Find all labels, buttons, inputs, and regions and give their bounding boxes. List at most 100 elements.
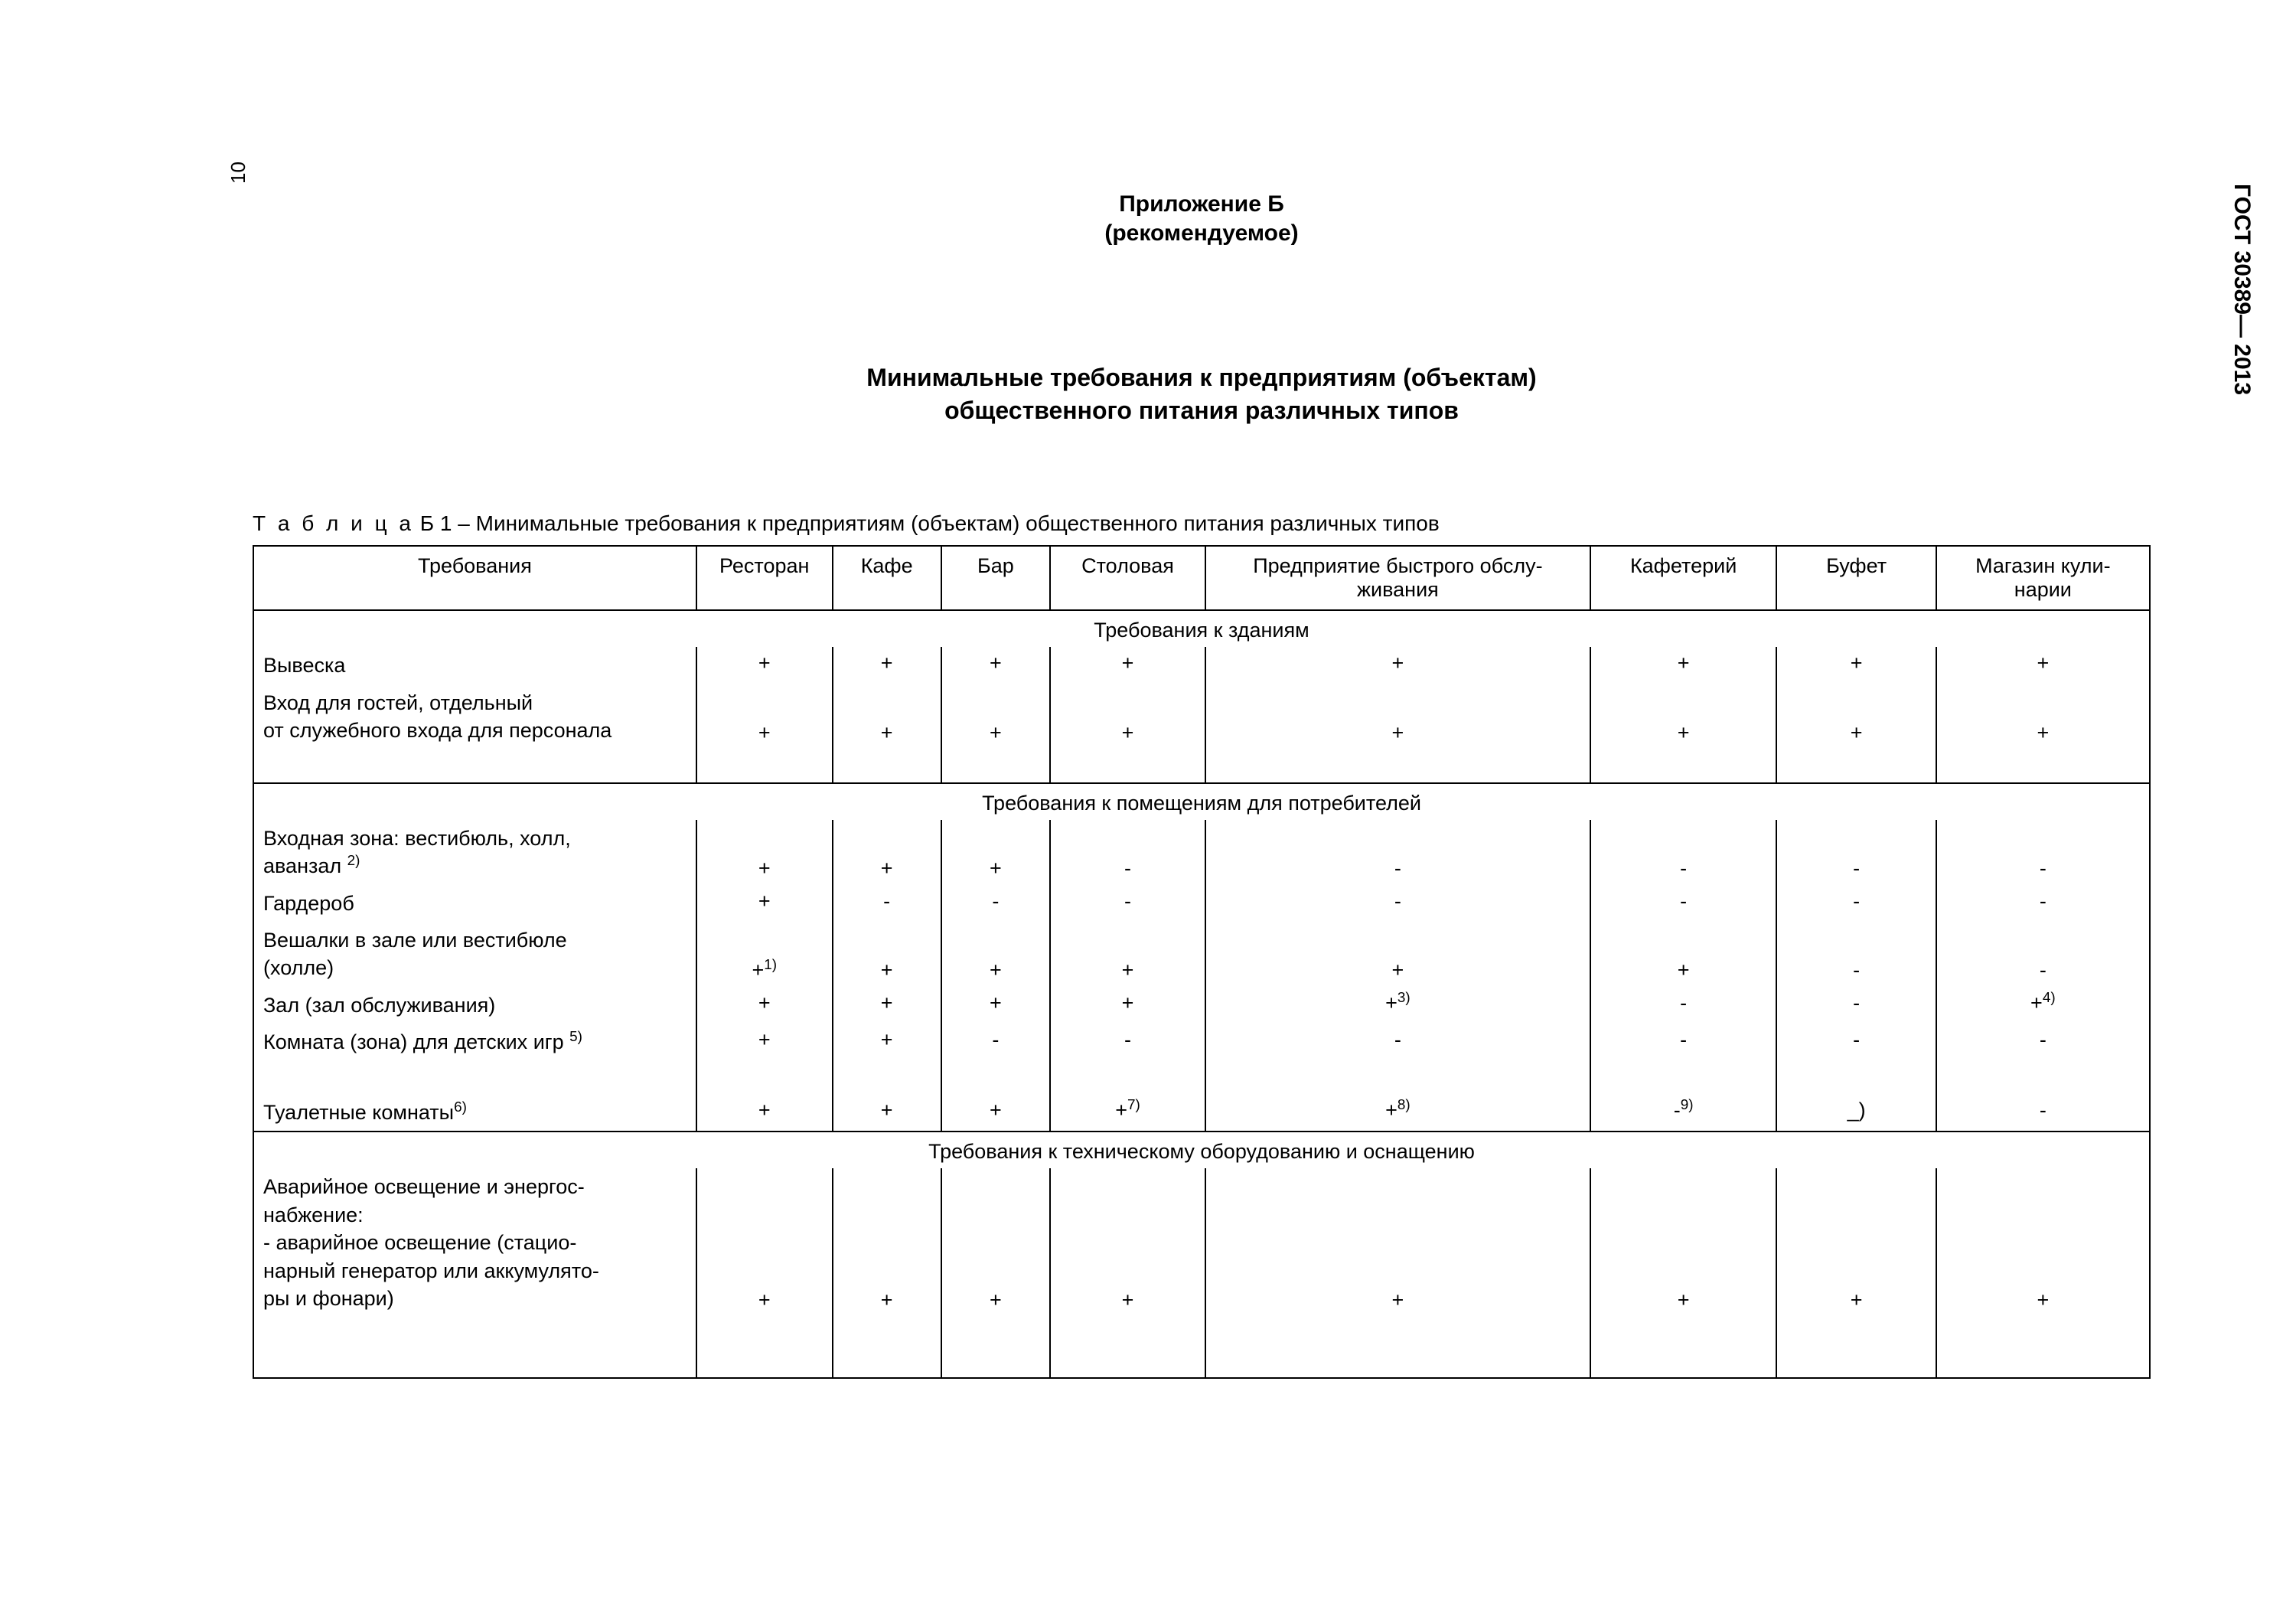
section-title-row: Требования к техническому оборудованию и… bbox=[253, 1132, 2150, 1168]
annex-title: Приложение Б bbox=[253, 191, 2151, 217]
col-header-bar: Бар bbox=[941, 546, 1050, 610]
col-header-cafeteria: Кафетерий bbox=[1590, 546, 1777, 610]
table-cell: + bbox=[941, 820, 1050, 885]
table-cell: - bbox=[1936, 885, 2150, 922]
table-cell: + bbox=[1936, 684, 2150, 749]
table-cell: + bbox=[1205, 1168, 1590, 1317]
spacer-cell bbox=[1050, 749, 1205, 783]
spacer-cell bbox=[696, 1317, 833, 1378]
spacer-cell bbox=[253, 1317, 696, 1378]
table-cell: - bbox=[1776, 885, 1936, 922]
main-title: Минимальные требования к предприятиям (о… bbox=[253, 361, 2151, 427]
table-cell: - bbox=[1050, 820, 1205, 885]
table-cell: - bbox=[1050, 885, 1205, 922]
table-cell: + bbox=[1776, 647, 1936, 684]
table-cell: + bbox=[833, 820, 941, 885]
table-cell: + bbox=[833, 1168, 941, 1317]
requirement-label: Комната (зона) для детских игр 5) bbox=[253, 1024, 696, 1060]
table-cell: + bbox=[696, 1024, 833, 1060]
table-caption-rest: Б 1 – Минимальные требования к предприят… bbox=[414, 511, 1440, 535]
section-title-row: Требования к зданиям bbox=[253, 610, 2150, 647]
spacer-cell bbox=[1590, 749, 1777, 783]
table-cell: + bbox=[696, 684, 833, 749]
table-row: Гардероб+------- bbox=[253, 885, 2150, 922]
requirement-label: Туалетные комнаты6) bbox=[253, 1094, 696, 1132]
section-title: Требования к техническому оборудованию и… bbox=[253, 1132, 2150, 1168]
spacer-row bbox=[253, 1061, 2150, 1094]
table-cell: + bbox=[696, 987, 833, 1024]
table-cell: + bbox=[833, 647, 941, 684]
col-header-shop: Магазин кули-нарии bbox=[1936, 546, 2150, 610]
table-cell: +4) bbox=[1936, 987, 2150, 1024]
spacer-cell bbox=[1936, 749, 2150, 783]
table-cell: + bbox=[1590, 684, 1777, 749]
table-cell: - bbox=[1776, 820, 1936, 885]
spacer-cell bbox=[1205, 1317, 1590, 1378]
table-row: Вывеска++++++++ bbox=[253, 647, 2150, 684]
section-title: Требования к помещениям для потребителей bbox=[253, 783, 2150, 820]
table-row: Вешалки в зале или вестибюле(холле)+1)++… bbox=[253, 922, 2150, 987]
table-cell: + bbox=[941, 684, 1050, 749]
page-content: Приложение Б (рекомендуемое) Минимальные… bbox=[253, 191, 2151, 1379]
spacer-cell bbox=[833, 1061, 941, 1094]
table-cell: - bbox=[1776, 922, 1936, 987]
table-cell: + bbox=[1590, 1168, 1777, 1317]
table-cell: +7) bbox=[1050, 1094, 1205, 1132]
spacer-cell bbox=[1776, 1317, 1936, 1378]
requirements-table: Требования Ресторан Кафе Бар Столовая Пр… bbox=[253, 545, 2151, 1379]
table-cell: - bbox=[1776, 987, 1936, 1024]
table-cell: - bbox=[1590, 1024, 1777, 1060]
spacer-row bbox=[253, 1317, 2150, 1378]
table-cell: - bbox=[941, 1024, 1050, 1060]
table-cell: + bbox=[1050, 922, 1205, 987]
table-cell: _) bbox=[1776, 1094, 1936, 1132]
table-row: Зал (зал обслуживания)+++++3)--+4) bbox=[253, 987, 2150, 1024]
table-cell: + bbox=[1590, 922, 1777, 987]
table-row: Вход для гостей, отдельныйот служебного … bbox=[253, 684, 2150, 749]
table-cell: + bbox=[941, 987, 1050, 1024]
table-cell: +3) bbox=[1205, 987, 1590, 1024]
spacer-cell bbox=[833, 749, 941, 783]
col-header-restaurant: Ресторан bbox=[696, 546, 833, 610]
table-row: Аварийное освещение и энергос-набжение: … bbox=[253, 1168, 2150, 1317]
table-caption-prefix: Т а б л и ц а bbox=[253, 511, 414, 535]
table-cell: - bbox=[1590, 987, 1777, 1024]
table-cell: + bbox=[1050, 684, 1205, 749]
requirement-label: Входная зона: вестибюль, холл,аванзал 2) bbox=[253, 820, 696, 885]
col-header-bufet: Буфет bbox=[1776, 546, 1936, 610]
table-cell: + bbox=[696, 1168, 833, 1317]
spacer-cell bbox=[1205, 749, 1590, 783]
table-cell: - bbox=[1936, 922, 2150, 987]
main-title-line2: общественного питания различных типов bbox=[944, 397, 1459, 424]
table-cell: + bbox=[696, 885, 833, 922]
col-header-fastfood: Предприятие быстрого обслу-живания bbox=[1205, 546, 1590, 610]
spacer-cell bbox=[1776, 749, 1936, 783]
page-number: 10 bbox=[227, 162, 250, 184]
table-cell: - bbox=[1936, 1024, 2150, 1060]
table-cell: + bbox=[941, 1094, 1050, 1132]
spacer-row bbox=[253, 749, 2150, 783]
spacer-cell bbox=[941, 1317, 1050, 1378]
table-cell: + bbox=[1776, 684, 1936, 749]
table-cell: - bbox=[1050, 1024, 1205, 1060]
table-cell: - bbox=[1590, 885, 1777, 922]
table-cell: +1) bbox=[696, 922, 833, 987]
table-cell: + bbox=[833, 987, 941, 1024]
table-cell: + bbox=[941, 1168, 1050, 1317]
requirement-label: Гардероб bbox=[253, 885, 696, 922]
table-cell: + bbox=[1205, 684, 1590, 749]
spacer-cell bbox=[696, 749, 833, 783]
table-cell: - bbox=[1205, 885, 1590, 922]
requirement-label: Вход для гостей, отдельныйот служебного … bbox=[253, 684, 696, 749]
table-row: Входная зона: вестибюль, холл,аванзал 2)… bbox=[253, 820, 2150, 885]
col-header-req: Требования bbox=[253, 546, 696, 610]
table-cell: - bbox=[941, 885, 1050, 922]
spacer-cell bbox=[1936, 1061, 2150, 1094]
spacer-cell bbox=[253, 1061, 696, 1094]
table-cell: + bbox=[941, 922, 1050, 987]
requirement-label: Вывеска bbox=[253, 647, 696, 684]
table-cell: + bbox=[1776, 1168, 1936, 1317]
table-row: Туалетные комнаты6)++++7)+8)-9)_)- bbox=[253, 1094, 2150, 1132]
col-header-cafe: Кафе bbox=[833, 546, 941, 610]
table-cell: + bbox=[1936, 1168, 2150, 1317]
